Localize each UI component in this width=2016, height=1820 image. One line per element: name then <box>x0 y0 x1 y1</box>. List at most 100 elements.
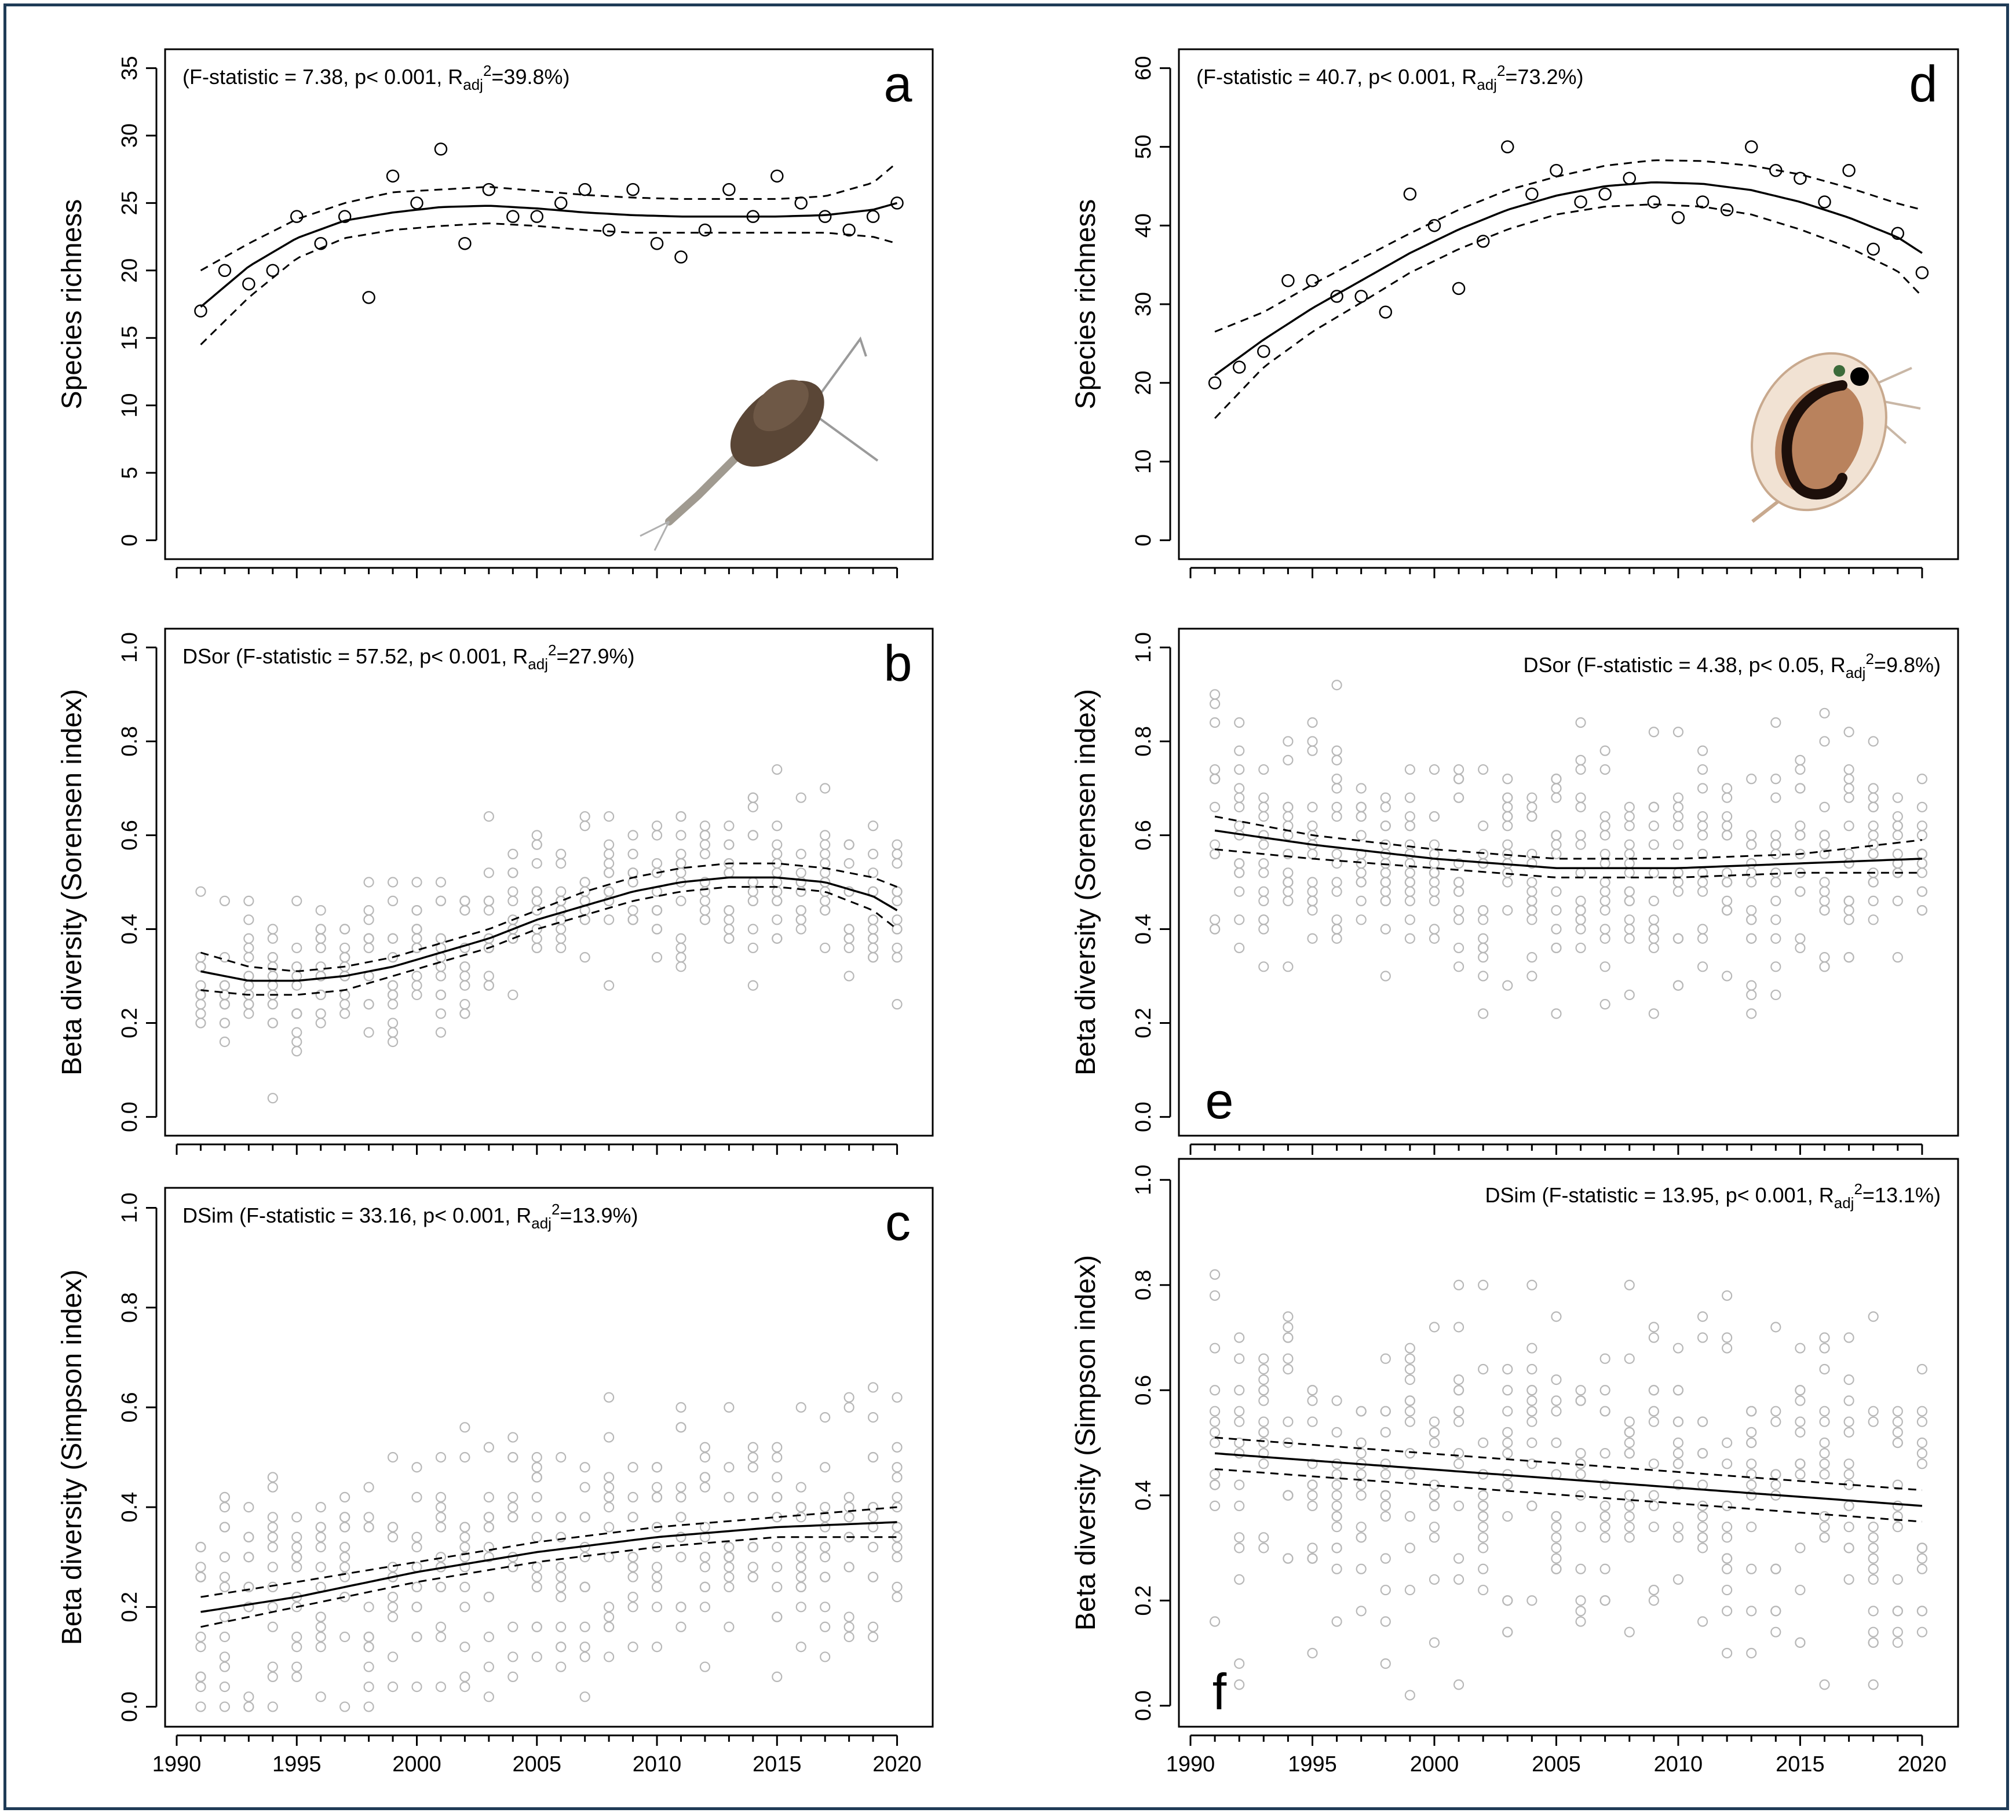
x-tick-label: 2000 <box>1410 1752 1459 1777</box>
data-point <box>411 971 422 982</box>
data-point <box>1868 1574 1879 1585</box>
stat-superscript: 2 <box>1865 650 1873 668</box>
data-point <box>363 1512 374 1523</box>
data-point <box>1843 1332 1854 1343</box>
data-point <box>1891 227 1905 240</box>
data-point <box>1624 1448 1635 1459</box>
data-point <box>1575 764 1586 775</box>
data-point <box>675 811 686 822</box>
data-point <box>1453 886 1464 897</box>
data-point <box>531 839 542 850</box>
data-point <box>1429 1427 1440 1438</box>
copepod-image <box>640 336 879 551</box>
data-point <box>1697 1616 1708 1627</box>
data-point <box>1892 1637 1903 1648</box>
data-point <box>1478 971 1489 982</box>
data-point <box>387 1522 399 1533</box>
data-point <box>1915 266 1929 279</box>
data-point <box>1258 1395 1269 1406</box>
data-point <box>363 1682 374 1693</box>
data-point <box>1258 1353 1269 1364</box>
data-point <box>459 1562 470 1573</box>
data-point <box>795 848 806 859</box>
data-point <box>867 1621 879 1632</box>
data-point <box>1331 914 1342 925</box>
data-point <box>1648 1500 1659 1511</box>
data-point <box>1795 1427 1806 1438</box>
data-point <box>651 924 663 935</box>
data-point <box>1476 235 1490 248</box>
data-point <box>459 961 470 972</box>
data-point <box>724 1402 735 1413</box>
data-point <box>1770 1416 1781 1427</box>
y-tick-label: 0 <box>118 534 142 546</box>
data-point <box>1234 914 1245 925</box>
data-point <box>675 933 686 944</box>
data-point <box>675 1402 686 1413</box>
data-point <box>1770 1563 1781 1574</box>
data-point <box>1502 905 1513 916</box>
data-point <box>362 291 375 304</box>
data-point <box>243 1581 254 1592</box>
stat-text: =73.2%) <box>1505 65 1583 89</box>
data-point <box>435 1581 447 1592</box>
data-point <box>1795 886 1806 897</box>
data-point <box>291 1541 302 1553</box>
y-tick-label: 0.6 <box>1131 1375 1156 1406</box>
data-points <box>1209 1269 1928 1701</box>
data-point <box>1672 1437 1684 1449</box>
data-point <box>699 1472 711 1483</box>
data-point <box>1551 924 1562 935</box>
panel-letter: f <box>1212 1663 1227 1720</box>
data-point <box>266 264 280 278</box>
data-point <box>219 1502 231 1513</box>
data-point <box>339 1541 350 1553</box>
data-point <box>1478 1511 1489 1522</box>
data-point <box>1575 801 1586 812</box>
data-point <box>1916 1563 1928 1574</box>
data-point <box>531 1472 542 1483</box>
data-point <box>1795 783 1806 794</box>
data-point <box>772 1541 783 1553</box>
data-point <box>1843 1374 1854 1385</box>
data-point <box>651 905 663 916</box>
data-point <box>194 304 207 318</box>
data-point <box>1722 1584 1733 1596</box>
data-point <box>867 952 879 963</box>
stat-annotation: DSor (F-statistic = 4.38, p< 0.05, Radj2… <box>1524 650 1941 681</box>
data-point <box>1453 858 1464 869</box>
data-point <box>1648 1008 1659 1019</box>
y-tick-label: 1.0 <box>1131 632 1156 663</box>
data-point <box>1599 895 1610 907</box>
data-point <box>1404 1406 1415 1417</box>
data-point <box>1526 1395 1537 1406</box>
data-point <box>411 1581 422 1592</box>
data-point <box>724 1491 735 1502</box>
stat-text: DSor (F-statistic = 57.52, p< 0.001, R <box>182 644 528 668</box>
data-point <box>795 1552 806 1563</box>
data-point <box>867 1502 879 1513</box>
data-point <box>267 1531 278 1542</box>
data-point <box>195 1682 206 1693</box>
data-point <box>363 999 374 1010</box>
data-point <box>1427 218 1441 232</box>
data-point <box>675 830 686 841</box>
data-point <box>1770 933 1781 944</box>
data-point <box>1697 1511 1708 1522</box>
data-point <box>1746 1406 1757 1417</box>
data-point <box>1258 924 1269 935</box>
data-point <box>1892 952 1903 963</box>
data-point <box>195 961 206 972</box>
plot-frame <box>1178 48 1959 560</box>
stat-text: (F-statistic = 7.38, p< 0.001, R <box>182 65 463 89</box>
data-point <box>1770 830 1781 841</box>
y-axis-title: Species richness <box>1071 199 1101 410</box>
ci-lower-line <box>1214 1468 1923 1523</box>
data-point <box>1331 1395 1342 1406</box>
data-point <box>866 210 880 223</box>
data-point <box>1624 1626 1635 1637</box>
data-point <box>1234 942 1245 954</box>
data-point <box>1356 1406 1367 1417</box>
data-point <box>1722 1458 1733 1469</box>
data-point <box>675 1602 686 1613</box>
